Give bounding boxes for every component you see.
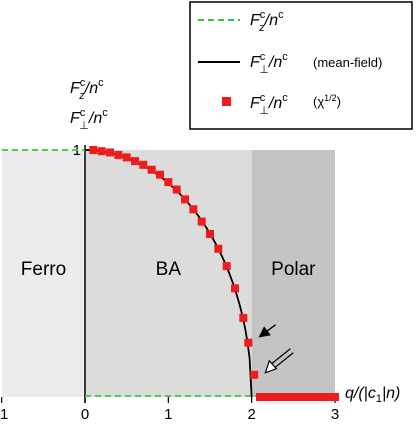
data-point-chi-2 (106, 148, 114, 157)
annotation-arrow-double-line-a (269, 348, 291, 366)
data-point-chi-27 (281, 393, 289, 401)
data-point-chi-18 (239, 313, 248, 322)
x-tick-label-2: 2 (247, 406, 255, 423)
annotation-arrow-single (258, 324, 277, 338)
data-point-chi-33 (306, 393, 314, 401)
legend: Fc z/nc Fc ⊥/nc (mean-field) Fc ⊥/nc (χ1/2) (189, 1, 413, 130)
data-point-chi-3 (114, 150, 123, 159)
phase-region-polar (251, 150, 335, 397)
annotation-arrow-double-line-b (272, 352, 294, 370)
x-tick-label-0: 0 (81, 406, 89, 423)
data-point-chi-7 (147, 165, 156, 174)
data-point-chi-36 (318, 393, 327, 401)
data-point-chi-23 (264, 393, 273, 401)
data-point-chi-20 (250, 370, 259, 379)
data-point-chi-21 (256, 393, 264, 401)
data-point-chi-8 (156, 170, 164, 179)
data-point-chi-26 (276, 393, 285, 401)
y-axis-label-line-1: Fc z/nc (70, 77, 104, 102)
data-point-chi-4 (122, 153, 131, 162)
y-axis-label: Fc z/nc Fc ⊥/nc (70, 77, 108, 132)
x-axis-label: q/(|c1|n) (345, 385, 400, 405)
data-point-chi-15 (214, 244, 223, 253)
data-point-chi-5 (131, 157, 139, 166)
phase-region-ba (85, 150, 252, 397)
data-point-chi-11 (181, 195, 189, 204)
data-point-chi-19 (244, 338, 253, 347)
data-point-chi-0 (89, 146, 98, 154)
series-layer (2, 146, 339, 401)
data-point-chi-30 (293, 393, 302, 401)
legend-entry-fz: Fc z/nc (250, 9, 284, 34)
phase-label-polar: Polar (271, 259, 316, 280)
data-point-chi-17 (231, 284, 239, 293)
data-point-chi-29 (289, 393, 298, 401)
data-point-chi-25 (272, 393, 281, 401)
x-tick-label-1: 1 (164, 406, 172, 423)
legend-swatch-red-square (222, 97, 231, 106)
data-point-chi-6 (139, 160, 148, 169)
legend-entry-fperp-mf: Fc ⊥/nc (250, 51, 288, 76)
data-point-chi-10 (172, 185, 181, 194)
legend-note-mean-field: (mean-field) (313, 55, 382, 70)
data-point-chi-28 (285, 393, 294, 401)
phase-label-ba: BA (156, 259, 182, 280)
phase-region-ferro (2, 150, 85, 397)
data-point-chi-22 (260, 393, 269, 401)
data-point-chi-12 (189, 205, 198, 214)
data-point-chi-1 (97, 147, 106, 156)
data-point-chi-16 (222, 262, 231, 271)
data-point-chi-34 (310, 393, 319, 401)
annotation-layer (258, 324, 294, 374)
data-point-chi-32 (301, 393, 310, 401)
data-point-chi-9 (164, 178, 173, 187)
annotation-arrow-double-head (264, 359, 278, 374)
data-point-chi-24 (268, 393, 277, 401)
data-point-chi-37 (322, 393, 331, 401)
phase-label-ferro: Ferro (21, 259, 66, 280)
x-tick-label-3: 3 (331, 406, 339, 423)
x-tick-label--1: -1 (0, 406, 8, 423)
data-point-chi-35 (314, 393, 323, 401)
data-point-chi-31 (297, 393, 306, 401)
data-point-chi-13 (197, 217, 206, 226)
phase-regions: Ferro BA Polar (2, 150, 335, 397)
legend-entry-fperp-chi: Fc ⊥/nc (250, 92, 288, 117)
data-point-chi-39 (331, 393, 339, 401)
data-point-chi-38 (326, 393, 335, 401)
data-point-chi-14 (206, 229, 214, 238)
legend-box (189, 1, 413, 130)
y-axis-label-line-2: Fc ⊥/nc (70, 107, 108, 132)
